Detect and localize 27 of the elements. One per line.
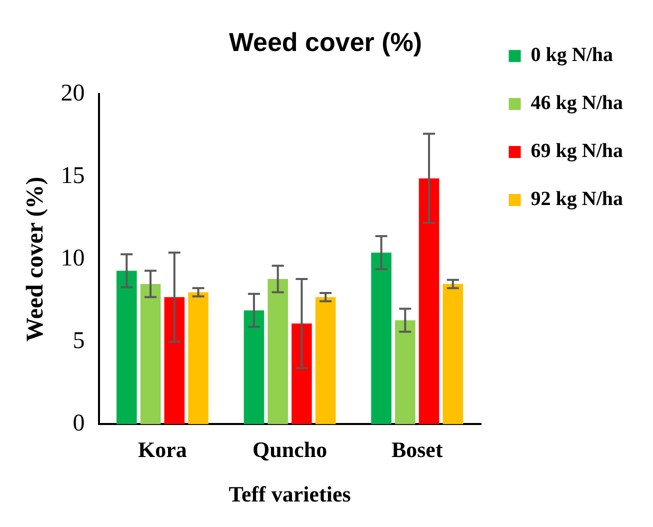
bar <box>292 324 312 424</box>
legend-label: 92 kg N/ha <box>530 188 624 210</box>
bar <box>188 292 208 424</box>
bar <box>315 297 336 424</box>
bar <box>116 270 137 424</box>
bar <box>268 279 288 424</box>
x-axis-title: Teff varieties <box>228 481 352 506</box>
legend-label: 69 kg N/ha <box>530 140 624 162</box>
bar <box>395 320 416 424</box>
x-tick-label: Quncho <box>252 437 328 462</box>
y-tick-label: 5 <box>72 328 85 354</box>
y-tick-label: 0 <box>72 410 85 436</box>
chart-title: Weed cover (%) <box>228 26 422 57</box>
x-tick-label: Kora <box>138 437 187 462</box>
legend-label: 46 kg N/ha <box>530 92 624 114</box>
x-tick-label: Boset <box>391 437 444 462</box>
y-axis-title: Weed cover (%) <box>22 176 49 342</box>
bar <box>164 297 185 424</box>
y-tick-label: 15 <box>60 162 85 189</box>
bar <box>140 284 161 424</box>
bar <box>244 310 264 424</box>
bar <box>371 252 392 424</box>
y-tick-label: 10 <box>60 245 85 272</box>
bar <box>418 178 440 424</box>
bar <box>442 284 464 424</box>
legend-label: 0 kg N/ha <box>530 44 614 66</box>
y-tick-label: 20 <box>60 80 85 106</box>
